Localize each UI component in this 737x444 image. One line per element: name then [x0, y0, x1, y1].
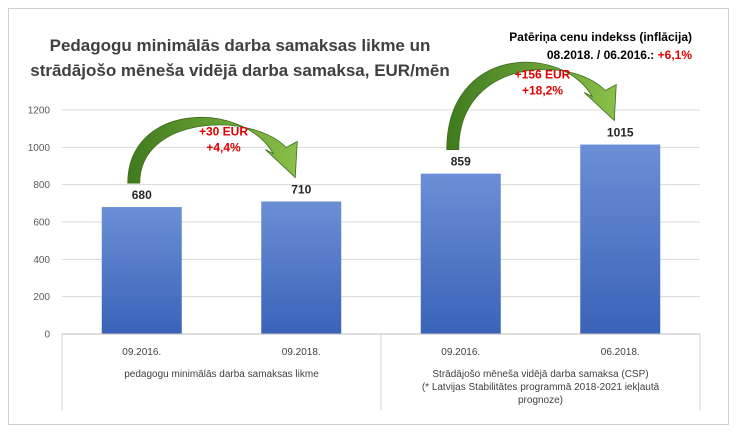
x-category-label: 09.2018. — [282, 347, 321, 358]
x-group-label: prognoze) — [518, 395, 563, 406]
x-axis: 09.2016. 09.2018. 09.2016. 06.2018. pedagogu… — [61, 333, 701, 410]
chart-frame — [8, 8, 729, 425]
bar-value-label: 710 — [291, 182, 311, 196]
bar-value-label: 680 — [132, 188, 152, 202]
bar-value-label: 859 — [451, 155, 471, 169]
bar-value-label: 1015 — [607, 126, 634, 140]
x-group-label: pedagogu minimālās darba samaksas likme — [124, 369, 319, 380]
y-tick-label: 1000 — [28, 143, 51, 154]
y-tick-label: 400 — [33, 255, 50, 266]
chart-title-line-1: Pedagogu minimālās darba samaksas likme … — [50, 36, 431, 55]
y-tick-label: 600 — [33, 218, 50, 229]
bar — [580, 144, 661, 334]
bar — [261, 201, 342, 334]
y-tick-label: 0 — [44, 330, 50, 341]
change-arrows: +30 EUR +4,4% +156 EUR +18,2% — [127, 61, 617, 184]
change-arrow-shape — [127, 116, 298, 184]
inflation-info-value: 08.2018. / 06.2016.: +6,1% — [547, 48, 692, 62]
x-group-label: (* Latvijas Stabilitātes programmā 2018-… — [422, 382, 660, 393]
x-category-label: 09.2016. — [122, 347, 161, 358]
change-arrow-shape — [446, 61, 617, 151]
x-group-label: Strādājošo mēneša vidējā darba samaksa (… — [432, 369, 648, 380]
change-annotation: +18,2% — [522, 84, 563, 98]
bars — [101, 144, 661, 334]
x-category-label: 06.2018. — [601, 347, 640, 358]
inflation-info-title: Patēriņa cenu indekss (inflācija) — [509, 30, 692, 44]
chart-title-line-2: strādājošo mēneša vidējā darba samaksa, … — [30, 61, 450, 80]
change-arrow: +30 EUR +4,4% — [127, 116, 298, 184]
inflation-percent: +6,1% — [658, 48, 693, 62]
y-axis-ticks: 0 200 400 600 800 1000 1200 — [28, 106, 51, 341]
bar — [101, 207, 182, 334]
change-annotation: +30 EUR — [199, 124, 248, 138]
y-tick-label: 1200 — [28, 106, 51, 117]
y-tick-label: 200 — [33, 292, 50, 303]
y-tick-label: 800 — [33, 180, 50, 191]
inflation-period: 08.2018. / 06.2016.: — [547, 48, 658, 62]
change-annotation: +156 EUR — [515, 68, 571, 82]
value-labels: 680 710 859 1015 — [132, 126, 634, 203]
bar — [420, 173, 501, 334]
x-category-label: 09.2016. — [441, 347, 480, 358]
change-arrow: +156 EUR +18,2% — [446, 61, 617, 151]
change-annotation: +4,4% — [206, 140, 241, 154]
